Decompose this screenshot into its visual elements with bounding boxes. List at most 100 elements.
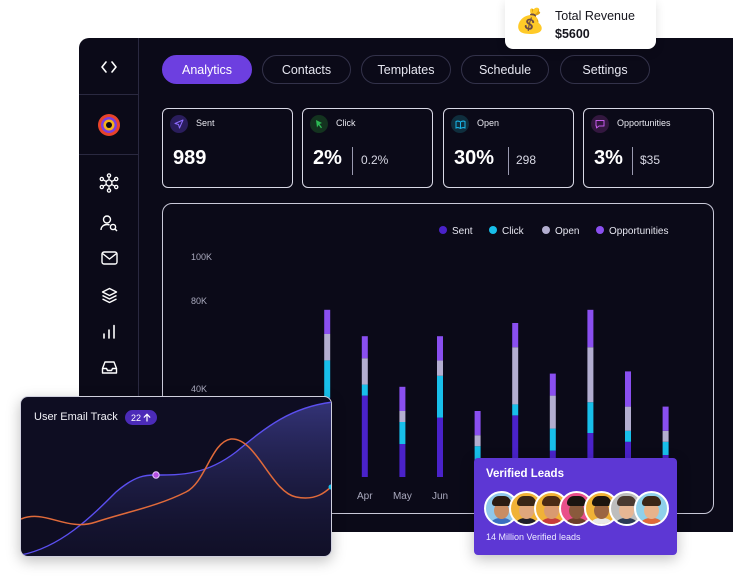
x-tick-label: May [393,491,412,502]
layers-icon[interactable] [79,284,139,306]
tab-analytics[interactable]: Analytics [162,55,252,84]
bar-segment [324,360,331,398]
bar-segment [474,435,481,447]
verified-leads-card: Verified Leads 14 Million Verified leads [474,458,677,555]
bar-segment [625,406,631,431]
bar-segment [512,415,519,477]
bar-segment [512,404,519,416]
leads-subtitle: 14 Million Verified leads [486,532,581,542]
total-revenue-card: 💰 Total Revenue $5600 [505,0,656,49]
y-tick-label: 40K [191,384,207,394]
revenue-value: $5600 [555,27,590,41]
stat-value: 989 [173,147,207,169]
bar-segment [399,444,406,477]
bar-segment [662,441,669,455]
bar-segment [474,411,481,436]
bar-segment [437,375,443,418]
x-tick-label: Jun [432,491,448,502]
email-track-chart [21,401,331,556]
bar-segment [399,422,406,444]
mail-icon[interactable] [79,247,139,269]
bar-segment [361,395,368,477]
bar-segment [437,336,443,361]
track-badge: 22 [125,410,158,425]
tab-settings[interactable]: Settings [560,55,650,84]
bar-segment [399,411,406,422]
bar-segment [587,433,594,477]
track-point-edge [328,484,331,490]
stat-card-open[interactable]: Open 30% 298 [443,108,574,188]
bar-segment [361,336,368,359]
send-icon [170,115,188,133]
logo-icon[interactable] [79,112,139,138]
x-tick-label: Apr [357,491,373,502]
bar-segment [324,309,331,334]
bar-segment [474,446,481,462]
legend-swatch [439,226,447,234]
stat-value: 30% [454,147,495,169]
stat-label: Opportunities [617,118,671,128]
bar-segment [662,406,669,431]
bar-segment [587,347,594,403]
stat-label: Sent [196,118,215,128]
arrow-up-icon [143,413,151,422]
track-point [152,471,160,479]
stat-card-opportunities[interactable]: Opportunities 3% $35 [583,108,714,188]
bar-segment [512,323,519,348]
tab-contacts[interactable]: Contacts [262,55,351,84]
bar-segment [625,371,631,407]
network-icon[interactable] [79,172,139,194]
bar-segment [587,402,594,433]
stat-card-sent[interactable]: Sent 989 [162,108,293,188]
user-email-track-card: User Email Track 22 [20,396,332,557]
legend-label: Click [502,226,525,237]
badge-count: 22 [131,412,142,423]
money-bag-icon: 💰 [515,8,545,35]
bar-chart-icon[interactable] [79,320,139,342]
stat-sub-value: 298 [516,153,537,167]
inbox-icon[interactable] [79,356,139,378]
stat-sub-value: 0.2% [361,153,389,167]
stat-value: 3% [594,147,623,169]
stat-card-click[interactable]: Click 2% 0.2% [302,108,433,188]
revenue-label: Total Revenue [555,9,635,23]
bar-segment [437,417,443,477]
legend-swatch [489,226,497,234]
book-open-icon [451,115,469,133]
sidebar [79,38,139,532]
bar-segment [361,384,368,396]
legend-swatch [542,226,550,234]
bar-segment [399,386,406,411]
avatar [634,491,669,526]
bar-segment [662,430,669,442]
cursor-icon [310,115,328,133]
track-area [21,402,331,556]
stat-label: Open [477,118,500,128]
tab-schedule[interactable]: Schedule [461,55,549,84]
stat-sub-value: $35 [640,153,661,167]
track-line-orange [21,438,331,526]
stat-value: 2% [313,147,342,169]
code-icon[interactable] [79,56,139,78]
message-icon [591,115,609,133]
bar-segment [512,347,519,405]
stat-label: Click [336,118,356,128]
track-title: User Email Track [34,411,118,423]
y-tick-label: 80K [191,296,207,306]
bar-segment [625,430,631,442]
legend-label: Open [555,226,579,237]
legend-label: Sent [452,226,473,237]
bar-segment [437,360,443,376]
bar-segment [587,309,594,348]
user-search-icon[interactable] [79,212,139,234]
legend-swatch [596,226,604,234]
tab-templates[interactable]: Templates [361,55,451,84]
leads-title: Verified Leads [486,468,564,480]
bar-segment [361,358,368,385]
bar-segment [549,373,556,396]
bar-segment [549,428,556,451]
y-tick-label: 100K [191,252,212,262]
legend-label: Opportunities [609,226,668,237]
bar-segment [549,395,556,429]
bar-segment [324,334,331,361]
